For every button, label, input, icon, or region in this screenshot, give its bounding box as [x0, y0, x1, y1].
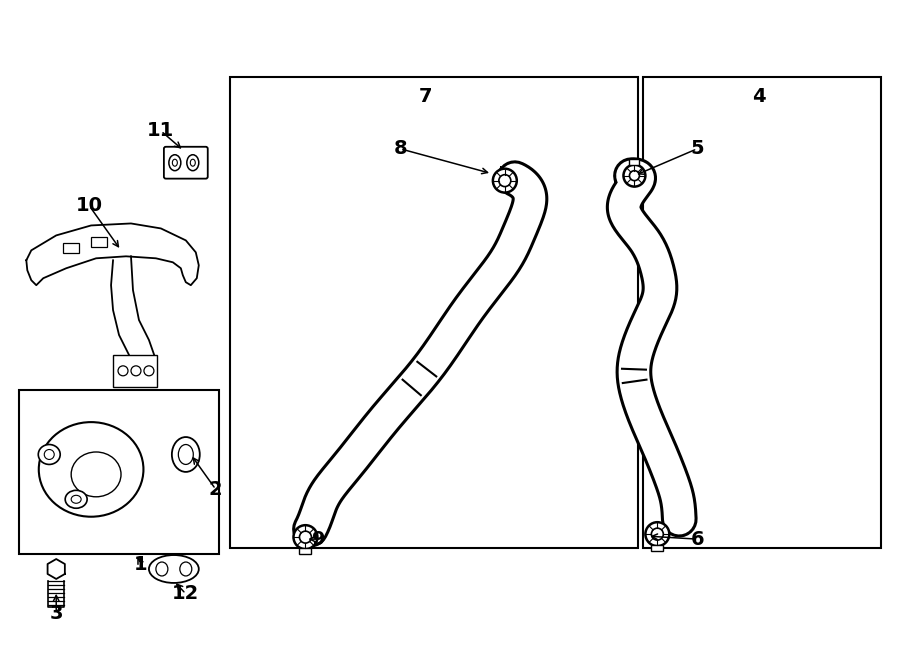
Ellipse shape — [65, 490, 87, 508]
Ellipse shape — [187, 155, 199, 171]
Circle shape — [499, 175, 511, 186]
Circle shape — [144, 366, 154, 376]
Ellipse shape — [156, 562, 168, 576]
FancyBboxPatch shape — [164, 147, 208, 178]
Circle shape — [118, 366, 128, 376]
Ellipse shape — [173, 159, 177, 166]
Text: 11: 11 — [148, 122, 175, 140]
Ellipse shape — [178, 444, 194, 465]
Ellipse shape — [71, 495, 81, 503]
Bar — [91, 237, 107, 247]
Ellipse shape — [71, 452, 121, 497]
Text: 2: 2 — [209, 480, 222, 499]
Text: 8: 8 — [393, 139, 407, 158]
Text: 6: 6 — [690, 529, 704, 549]
Bar — [230, 77, 638, 548]
Circle shape — [493, 169, 517, 192]
Text: 3: 3 — [50, 604, 63, 623]
Ellipse shape — [44, 449, 54, 459]
Bar — [652, 545, 663, 551]
Ellipse shape — [190, 159, 195, 166]
Text: 9: 9 — [311, 529, 325, 549]
Text: 1: 1 — [134, 555, 148, 574]
Ellipse shape — [148, 555, 199, 583]
Text: 12: 12 — [172, 584, 200, 603]
Bar — [113, 355, 157, 387]
Polygon shape — [111, 256, 156, 378]
Ellipse shape — [180, 562, 192, 576]
Circle shape — [652, 528, 663, 540]
Bar — [629, 159, 639, 165]
Text: 7: 7 — [418, 87, 432, 106]
Ellipse shape — [172, 437, 200, 472]
Text: 5: 5 — [690, 139, 704, 158]
Ellipse shape — [169, 155, 181, 171]
Circle shape — [645, 522, 670, 546]
Ellipse shape — [39, 444, 60, 465]
Circle shape — [629, 171, 639, 180]
Bar — [643, 77, 881, 548]
Circle shape — [300, 531, 311, 543]
Text: 10: 10 — [76, 196, 103, 215]
Bar — [63, 243, 79, 253]
Text: 4: 4 — [752, 87, 766, 106]
Circle shape — [293, 525, 318, 549]
Bar — [19, 390, 219, 554]
Polygon shape — [26, 223, 199, 285]
Circle shape — [624, 165, 645, 186]
Polygon shape — [48, 559, 65, 579]
Circle shape — [131, 366, 141, 376]
Ellipse shape — [39, 422, 143, 517]
Bar — [300, 548, 311, 554]
